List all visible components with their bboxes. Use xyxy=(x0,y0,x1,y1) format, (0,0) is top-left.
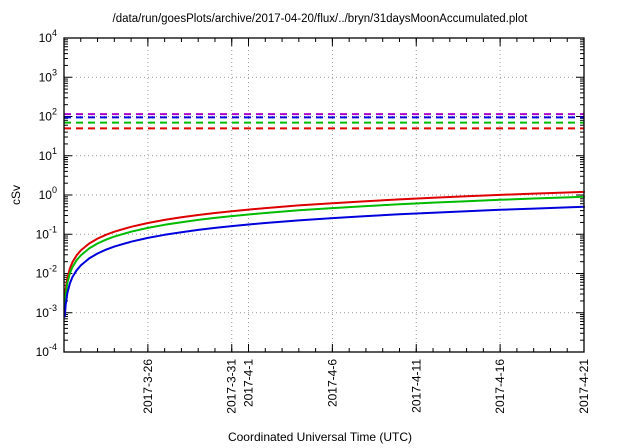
y-tick-label: 10-1 xyxy=(36,224,57,241)
y-tick-label: 101 xyxy=(39,146,57,163)
y-tick-label: 10-2 xyxy=(36,264,57,281)
plot-frame xyxy=(63,37,585,353)
y-tick-label: 102 xyxy=(39,107,57,124)
x-tick-label: 2017-3-31 xyxy=(225,359,239,414)
y-tick-label: 103 xyxy=(39,67,57,84)
tick-labels: 10-4 10-3 10-2 10-1 100 101 102 103 104 2017-3-26… xyxy=(36,28,591,414)
x-tick-label: 2017-4-11 xyxy=(409,359,423,413)
series-green-accumulated xyxy=(63,195,585,307)
x-axis-title: Coordinated Universal Time (UTC) xyxy=(227,430,413,444)
y-tick-label: 100 xyxy=(39,185,57,202)
y-tick-label: 104 xyxy=(39,28,57,45)
y-tick-label: 10-4 xyxy=(36,342,57,359)
data-series xyxy=(63,190,585,318)
x-tick-label: 2017-4-1 xyxy=(242,359,256,407)
x-tick-label: 2017-4-16 xyxy=(493,359,507,414)
x-tick-label: 2017-4-21 xyxy=(577,359,591,414)
y-axis-title: cSv xyxy=(9,185,23,206)
x-tick-label: 2017-4-6 xyxy=(325,359,339,407)
limit-lines xyxy=(64,113,584,130)
chart-title: /data/run/goesPlots/archive/2017-04-20/f… xyxy=(112,13,528,25)
series-blue-accumulated xyxy=(63,205,585,318)
y-tick-label: 10-3 xyxy=(36,303,57,320)
x-tick-label: 2017-3-26 xyxy=(141,359,155,414)
series-red-accumulated xyxy=(63,190,585,303)
